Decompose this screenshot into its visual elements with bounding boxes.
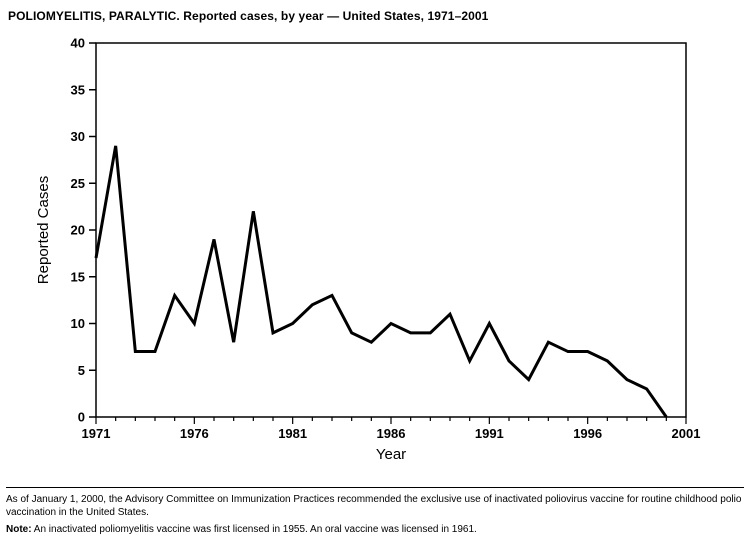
- y-tick-label: 35: [71, 82, 85, 97]
- x-tick-label: 1991: [475, 426, 504, 441]
- x-tick-label: 1971: [82, 426, 111, 441]
- footnote-note-label: Note:: [6, 524, 32, 535]
- y-tick-label: 5: [78, 363, 85, 378]
- x-tick-label: 1996: [573, 426, 602, 441]
- page-title: POLIOMYELITIS, PARALYTIC. Reported cases…: [8, 9, 489, 23]
- y-tick-label: 25: [71, 176, 85, 191]
- y-tick-label: 30: [71, 129, 85, 144]
- x-tick-label: 2001: [672, 426, 701, 441]
- footnote-acip: As of January 1, 2000, the Advisory Comm…: [6, 494, 742, 518]
- x-tick-label: 1981: [278, 426, 307, 441]
- plot-border: [95, 42, 687, 418]
- y-tick-label: 40: [71, 36, 85, 51]
- y-tick-label: 15: [71, 269, 85, 284]
- y-axis-label: Reported Cases: [35, 176, 52, 284]
- footnote-note: Note: An inactivated poliomyelitis vacci…: [6, 523, 744, 536]
- y-tick-label: 10: [71, 316, 85, 331]
- polio-line-chart: 0 5 10 15 20 25 30 35 40 1971 1976 1981 1986 1991 1996…: [35, 36, 701, 464]
- x-tick-label: 1986: [377, 426, 406, 441]
- y-tick-label: 0: [78, 410, 85, 425]
- footnotes: As of January 1, 2000, the Advisory Comm…: [6, 487, 744, 536]
- footnote-note-text: An inactivated poliomyelitis vaccine was…: [31, 524, 477, 535]
- x-axis-label: Year: [376, 446, 406, 463]
- y-tick-label: 20: [71, 223, 85, 238]
- reported-cases-line: [94, 145, 668, 418]
- x-tick-label: 1976: [180, 426, 209, 441]
